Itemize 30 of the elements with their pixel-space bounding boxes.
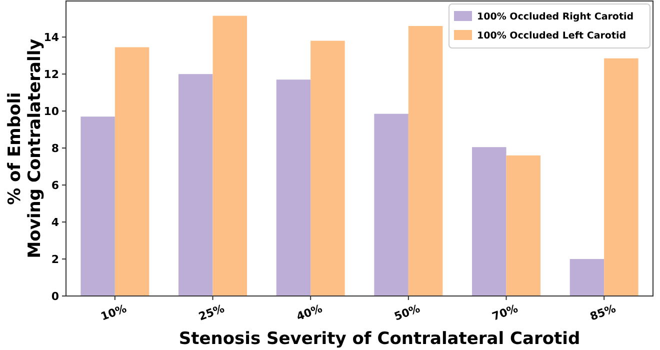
bar: [212, 16, 247, 296]
x-tick-label: 70%: [490, 302, 520, 324]
bar: [80, 116, 115, 296]
bar: [472, 147, 506, 296]
x-tick-label: 40%: [294, 302, 324, 324]
y-tick-label: 14: [44, 30, 60, 44]
y-axis-title: % of Emboli Moving Contralaterally: [5, 38, 45, 258]
bar: [276, 80, 311, 296]
bar: [408, 26, 443, 296]
y-tick-label: 6: [51, 178, 60, 192]
bar: [506, 155, 540, 296]
bar: [374, 114, 408, 296]
x-tick-label: 50%: [392, 302, 422, 324]
legend-label: 100% Occluded Right Carotid: [477, 11, 634, 22]
y-tick-label: 2: [51, 252, 59, 266]
y-tick-label: 4: [51, 216, 60, 229]
legend-label: 100% Occluded Left Carotid: [477, 30, 626, 42]
bar: [114, 47, 150, 296]
bar: [310, 40, 345, 296]
y-tick-label: 10: [44, 104, 60, 118]
x-tick-label: 10%: [99, 302, 128, 324]
y-tick-label: 0: [51, 290, 60, 303]
x-tick-label: 85%: [588, 302, 618, 324]
bar: [604, 58, 638, 296]
y-tick-label: 12: [44, 68, 59, 81]
bar: [178, 74, 213, 296]
y-tick-label: 8: [51, 142, 59, 155]
x-axis-title: Stenosis Severity of Contralateral Carotid: [178, 329, 580, 349]
bar: [570, 259, 604, 296]
x-tick-label: 25%: [196, 302, 226, 324]
